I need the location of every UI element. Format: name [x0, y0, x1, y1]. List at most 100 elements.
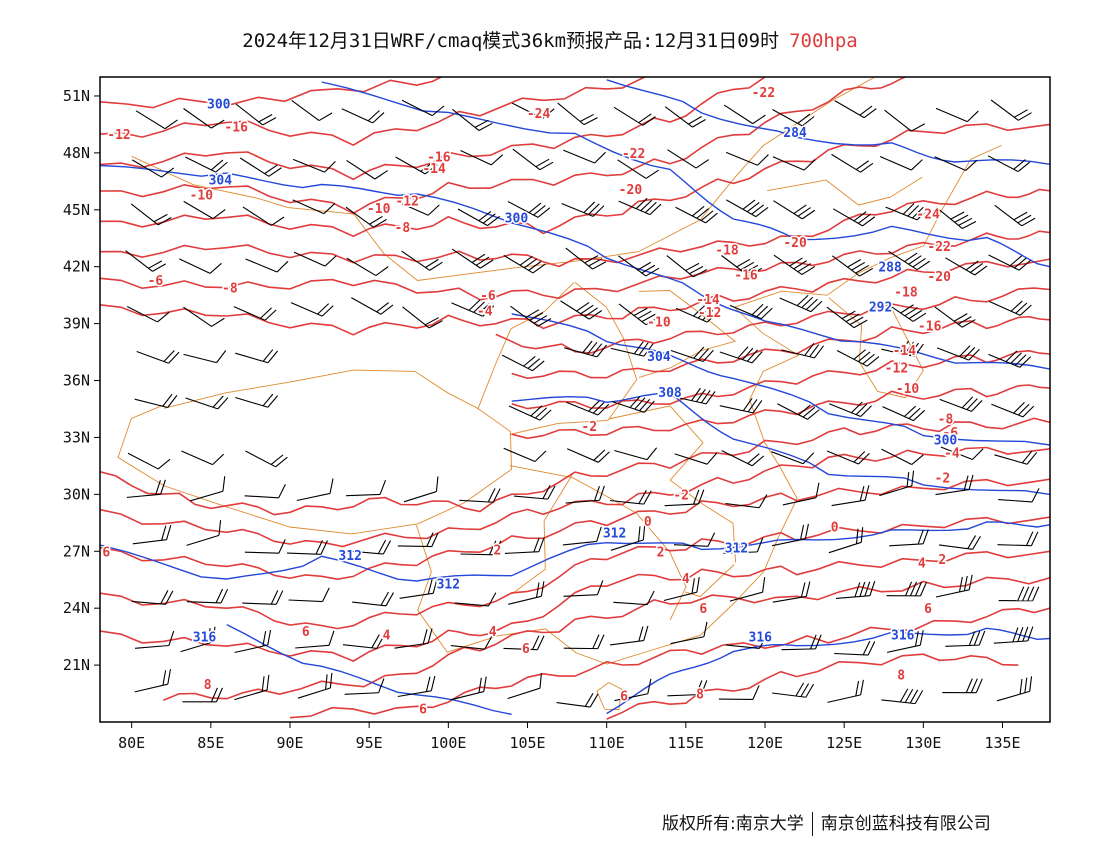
wind-barb	[562, 149, 606, 164]
y-tick-label: 51N	[63, 87, 90, 105]
wind-barb	[296, 478, 334, 502]
temperature-label: -2	[581, 420, 597, 435]
wind-barb	[397, 675, 436, 698]
wind-barb	[670, 346, 714, 363]
temperature-label: -22	[752, 86, 775, 101]
wind-barb	[725, 494, 768, 509]
wind-barb	[610, 341, 654, 357]
temperature-label: -12	[395, 194, 418, 209]
wind-barb	[613, 590, 655, 606]
wind-barb	[826, 306, 868, 329]
wind-barb	[618, 197, 662, 216]
temperature-contour	[100, 77, 444, 109]
height-contour	[321, 81, 1050, 268]
temperature-label: 4	[489, 625, 497, 640]
temperature-contour	[100, 77, 924, 215]
temperature-contour	[100, 550, 1050, 662]
wind-barb	[459, 488, 501, 503]
x-tick-label: 130E	[905, 734, 941, 752]
wind-barb	[988, 350, 1032, 368]
height-label: 316	[193, 631, 217, 646]
wind-barb	[721, 450, 765, 467]
contour-labels: -12-16-24-22-22-16-14-20-10-10-12-8-24-1…	[101, 85, 961, 720]
height-contour	[606, 627, 1050, 715]
wind-barb	[185, 156, 228, 173]
temperature-label: 8	[204, 678, 212, 693]
wind-barb	[561, 201, 605, 217]
wind-barb	[397, 532, 439, 548]
y-tick-label: 33N	[63, 428, 90, 446]
temperature-label: -22	[622, 147, 645, 162]
temperature-label: -8	[395, 221, 411, 236]
wind-barb	[826, 450, 870, 465]
wind-barb	[292, 199, 336, 215]
wind-barb	[771, 523, 809, 547]
wind-barb	[180, 626, 216, 653]
wind-barb	[234, 674, 270, 701]
height-label: 300	[934, 433, 958, 448]
copyright-owner: 版权所有:南京大学	[662, 814, 804, 834]
map-title: 2024年12月31日WRF/cmaq模式36km预报产品:12月31日09时 7…	[0, 26, 1100, 53]
wind-barb	[245, 450, 288, 468]
copyright-footer: 版权所有:南京大学 南京创蓝科技有限公司	[662, 809, 991, 836]
height-label: 292	[869, 301, 892, 316]
wind-barb	[179, 258, 222, 274]
temperature-label: -22	[927, 240, 950, 255]
x-tick-label: 105E	[509, 734, 545, 752]
temperature-contour	[606, 653, 1019, 720]
wind-barb	[134, 393, 178, 409]
x-tick-label: 115E	[668, 734, 704, 752]
wind-barb	[399, 578, 438, 599]
height-label: 300	[505, 211, 529, 226]
wind-barb	[135, 110, 178, 130]
wind-barb	[557, 102, 598, 126]
wind-barb	[503, 447, 547, 462]
wind-barb	[723, 537, 764, 554]
wind-barb	[729, 303, 773, 320]
temperature-label: -20	[619, 183, 643, 198]
wind-barb	[610, 524, 646, 551]
wind-barbs	[125, 99, 1040, 708]
wind-barb	[185, 395, 229, 410]
wind-barb	[235, 393, 279, 408]
wind-barb	[352, 591, 394, 607]
temperature-contour	[495, 287, 1050, 354]
temperature-label: -6	[942, 426, 958, 441]
wind-barb	[234, 629, 272, 654]
footer-divider	[811, 812, 813, 836]
height-contour	[511, 392, 1050, 496]
temperature-label: 6	[522, 642, 530, 657]
wind-barb	[718, 685, 760, 701]
wind-barb	[998, 488, 1040, 503]
wind-barb	[940, 446, 984, 461]
wind-barb	[782, 482, 820, 506]
temperature-label: 6	[924, 602, 932, 617]
pressure-level: 700hpa	[789, 30, 858, 52]
wind-barb	[564, 340, 608, 358]
temperature-label: 6	[699, 602, 707, 617]
wind-barb	[729, 577, 766, 602]
wind-barb	[450, 676, 487, 701]
wind-barb	[346, 479, 387, 497]
wind-barb	[611, 395, 655, 413]
wind-barb	[675, 205, 718, 224]
wind-barb	[938, 535, 981, 550]
wind-barb	[828, 527, 864, 554]
temperature-contour	[100, 77, 766, 181]
temperature-contour	[100, 123, 1050, 238]
wind-barb	[394, 628, 433, 649]
wind-barb	[565, 247, 607, 270]
wind-barb	[884, 301, 927, 322]
temperature-label: -2	[935, 471, 951, 486]
wind-barb	[827, 679, 864, 703]
y-tick-label: 36N	[63, 372, 90, 390]
temperature-label: 8	[696, 688, 704, 703]
wind-barb	[772, 581, 811, 603]
temperature-label: 2	[657, 545, 665, 560]
boundary-line	[511, 472, 574, 595]
wind-barb	[779, 294, 823, 313]
temperature-label: -16	[734, 268, 758, 283]
wind-barb	[993, 626, 1034, 644]
wind-barb	[835, 581, 876, 599]
